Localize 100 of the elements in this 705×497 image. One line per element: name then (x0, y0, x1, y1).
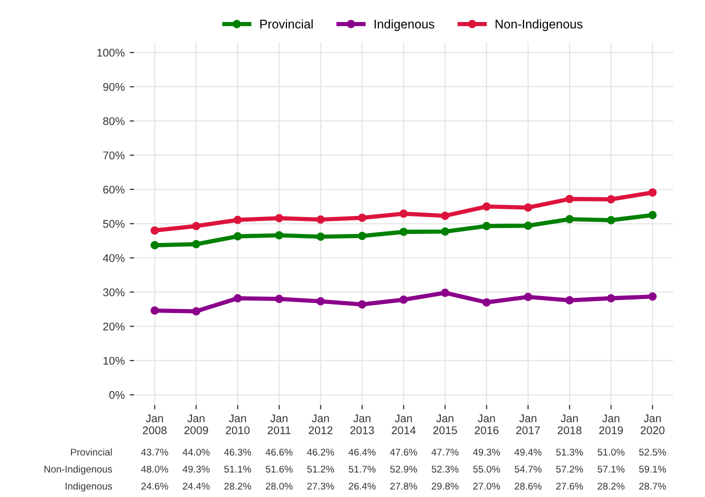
y-tick-label: 100% (97, 48, 125, 57)
data-label: 28.6% (514, 482, 542, 490)
x-tick-label: Jan 2014 (392, 414, 416, 434)
legend-label: Provincial (260, 19, 313, 29)
point (150, 241, 159, 250)
data-label: 51.6% (266, 466, 293, 473)
y-tick-label: 50% (103, 220, 125, 228)
data-label: 27.8% (390, 482, 418, 490)
point (234, 232, 242, 240)
data-label: 52.9% (390, 466, 418, 473)
y-tick-label: 20% (103, 322, 125, 330)
x-tick-label: Jan 2008 (142, 414, 167, 434)
point (440, 212, 450, 220)
data-label: 51.0% (598, 448, 624, 456)
data-label: 24.6% (141, 482, 168, 490)
x-tick-label: Jan 2020 (640, 414, 664, 434)
point (192, 240, 200, 248)
point (316, 297, 325, 306)
y-tick-label: 80% (103, 117, 125, 126)
legend-label: Indigenous (374, 19, 434, 31)
point (440, 227, 450, 236)
point (150, 306, 159, 315)
data-label: 49.3% (182, 466, 210, 473)
x-tick-label: Jan 2013 (350, 414, 374, 434)
data-label: 43.7% (141, 448, 168, 456)
text: Provincial (71, 448, 112, 456)
y-tick-label: 30% (103, 288, 125, 296)
data-label: 51.7% (348, 466, 376, 473)
data-label: 49.4% (514, 448, 542, 456)
point (192, 307, 200, 316)
data-label: 26.4% (348, 482, 376, 490)
point (440, 288, 450, 297)
point (482, 298, 491, 307)
point (648, 292, 657, 301)
point (606, 294, 616, 302)
point (150, 226, 159, 235)
point (399, 295, 408, 304)
point (482, 202, 491, 211)
x-tick-label: Jan 2019 (599, 414, 623, 434)
y-tick-label: 0% (109, 391, 125, 399)
point (358, 300, 366, 309)
point (234, 294, 242, 302)
data-label: 48.0% (141, 466, 168, 473)
x-tick-label: Jan 2010 (226, 414, 250, 434)
text: Non-Indigenous (44, 465, 112, 475)
data-label: 51.2% (307, 466, 334, 473)
data-label: 49.3% (473, 448, 500, 456)
y-tick-label: 10% (104, 356, 125, 365)
point (524, 203, 532, 212)
data-label: 51.3% (556, 448, 583, 456)
x-tick-label: Jan 2012 (308, 414, 332, 434)
point (648, 188, 657, 197)
data-label: 46.6% (266, 448, 293, 456)
y-tick-label: 70% (103, 151, 125, 160)
point (482, 222, 491, 230)
x-tick-label: Jan 2018 (558, 414, 582, 434)
data-label: 46.2% (307, 448, 334, 456)
y-tick-label: 90% (103, 83, 125, 91)
data-label: 57.2% (556, 466, 583, 473)
data-label: 55.0% (473, 466, 500, 473)
point (192, 222, 200, 230)
data-label: 47.7% (432, 448, 459, 456)
point (234, 216, 242, 224)
data-label: 28.2% (598, 482, 624, 490)
point (316, 232, 325, 241)
point (316, 215, 325, 224)
data-label: 27.0% (473, 482, 500, 490)
data-label: 24.4% (182, 482, 210, 490)
x-tick-label: Jan 2015 (433, 414, 457, 434)
data-label: 57.1% (598, 466, 624, 473)
data-label: 59.1% (639, 466, 666, 473)
data-label: 27.6% (556, 482, 583, 490)
x-tick-label: Jan 2017 (516, 414, 540, 434)
point (399, 210, 408, 218)
data-label: 46.3% (224, 448, 252, 456)
data-label: 28.0% (266, 482, 293, 490)
point (606, 195, 616, 204)
point (274, 214, 284, 222)
point (358, 214, 366, 222)
point (524, 222, 532, 230)
point (565, 194, 574, 204)
legend-label: Non-Indigenous (496, 19, 582, 31)
y-tick-label: 60% (103, 186, 125, 194)
data-label: 54.7% (514, 466, 542, 473)
data-label: 28.2% (224, 482, 252, 490)
point (524, 292, 532, 302)
y-tick-label: 40% (102, 254, 125, 262)
point (399, 228, 408, 236)
point (606, 216, 616, 224)
data-label: 44.0% (182, 448, 210, 456)
data-label: 47.6% (390, 448, 418, 456)
point (648, 210, 657, 220)
point (565, 296, 574, 304)
data-label: 28.7% (639, 482, 666, 490)
point (565, 215, 574, 224)
x-tick-label: Jan 2009 (184, 414, 208, 434)
x-tick-label: Jan 2016 (474, 414, 498, 434)
point (274, 231, 284, 240)
data-label: 29.8% (432, 482, 459, 490)
point (358, 232, 366, 240)
